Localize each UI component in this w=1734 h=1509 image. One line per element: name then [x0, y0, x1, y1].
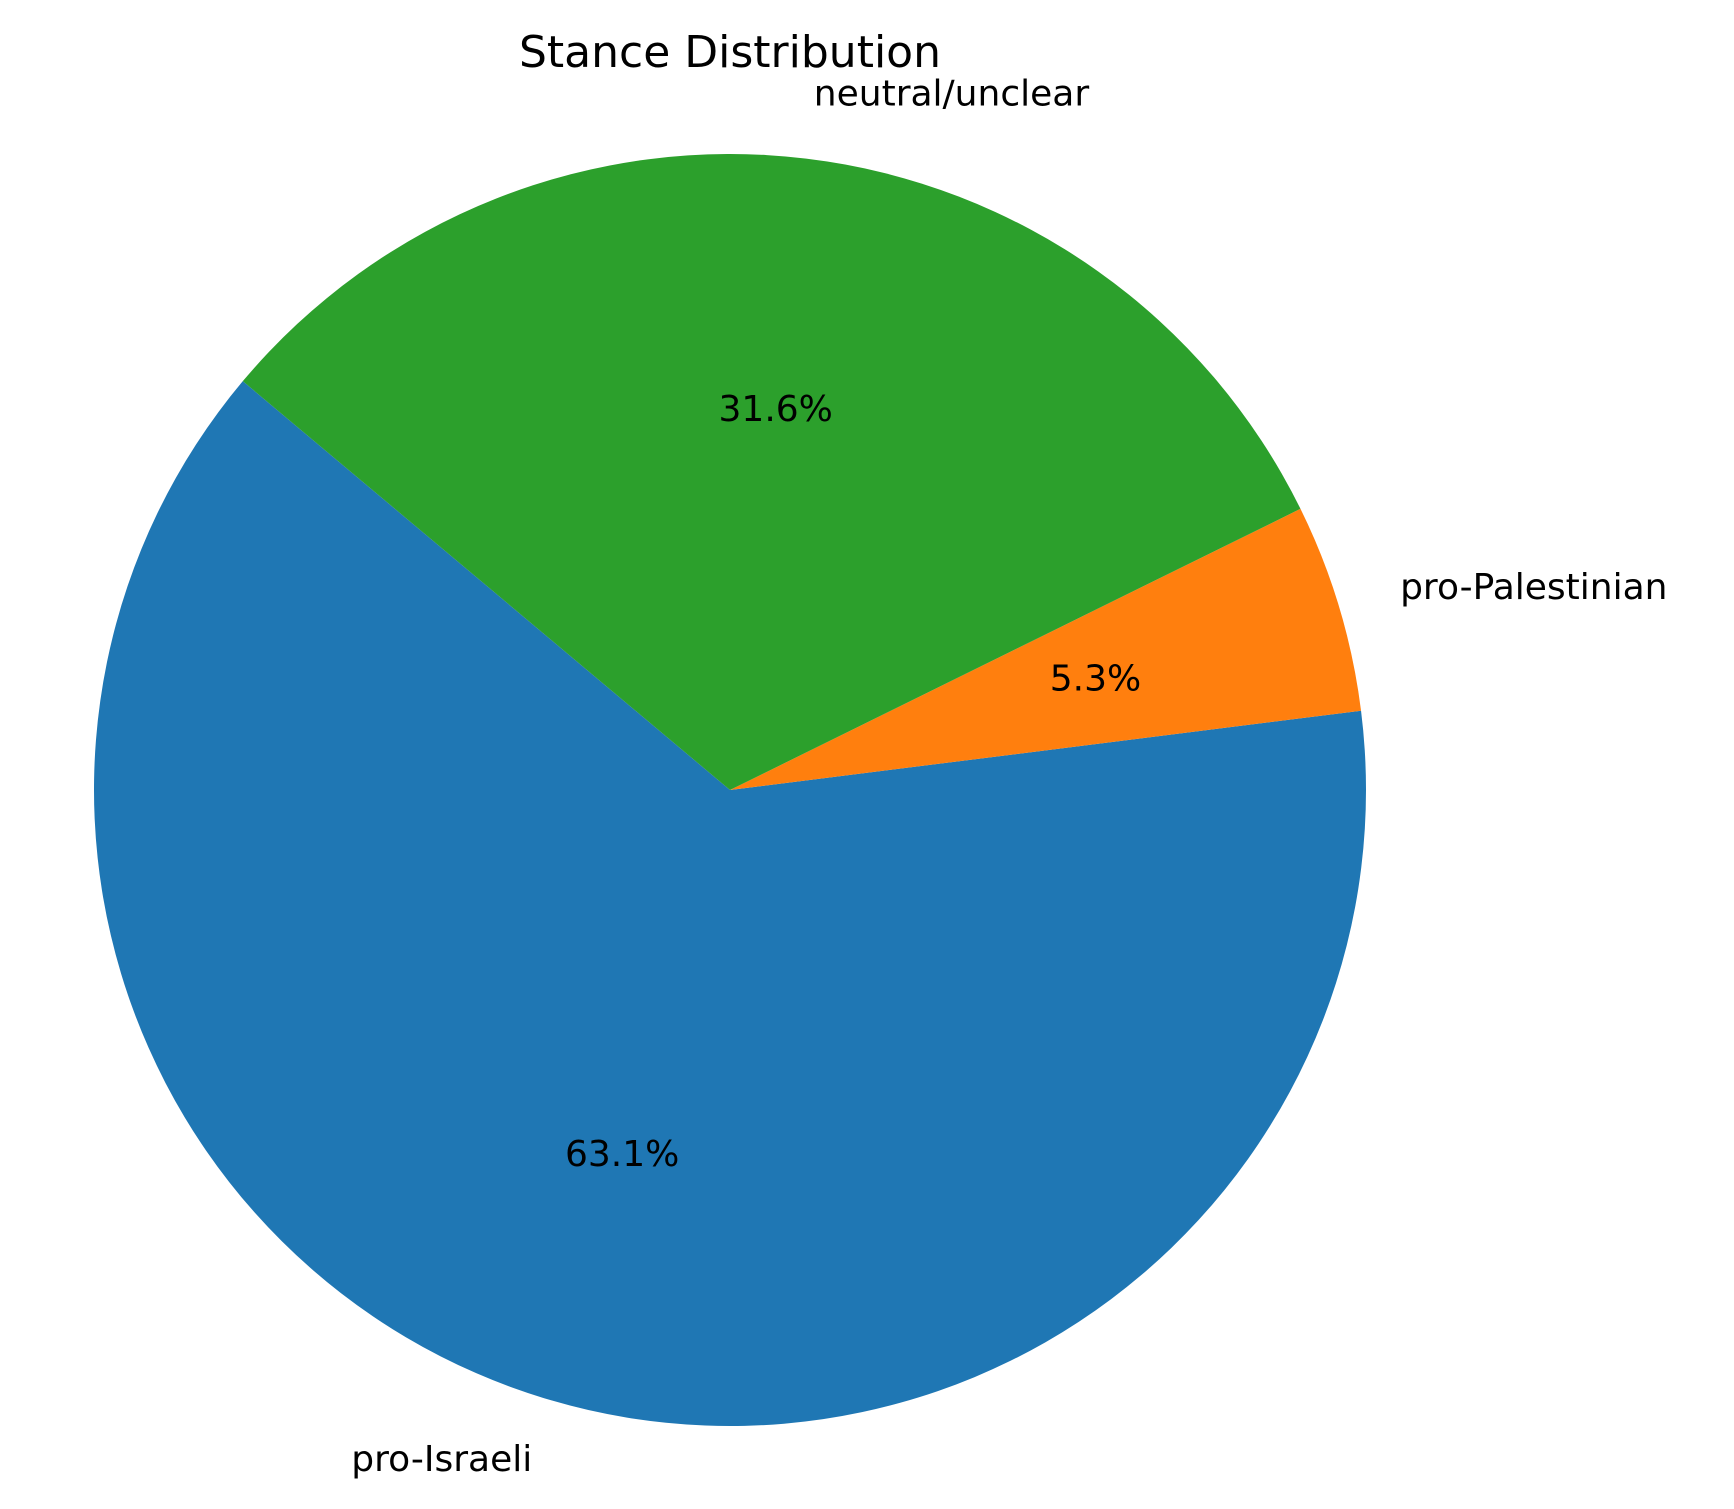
slice-percent-pro-palestinian: 5.3%	[1050, 658, 1141, 699]
slice-label-pro-palestinian: pro-Palestinian	[1400, 567, 1667, 608]
slice-percent-neutral-unclear: 31.6%	[719, 389, 833, 430]
chart-title: Stance Distribution	[519, 27, 941, 78]
pie-slice-pro-israeli	[93, 381, 1366, 1427]
pie-slice-neutral-unclear	[242, 153, 1301, 790]
pie-labels: pro-Israeli 63.1% pro-Palestinian 5.3% neutr…	[351, 73, 1667, 1480]
slice-percent-pro-israeli: 63.1%	[565, 1134, 679, 1175]
pie-slice-pro-palestinian	[730, 508, 1362, 790]
slice-label-pro-israeli: pro-Israeli	[351, 1439, 532, 1480]
pie-slices	[93, 153, 1366, 1427]
slice-label-neutral-unclear: neutral/unclear	[814, 73, 1090, 114]
